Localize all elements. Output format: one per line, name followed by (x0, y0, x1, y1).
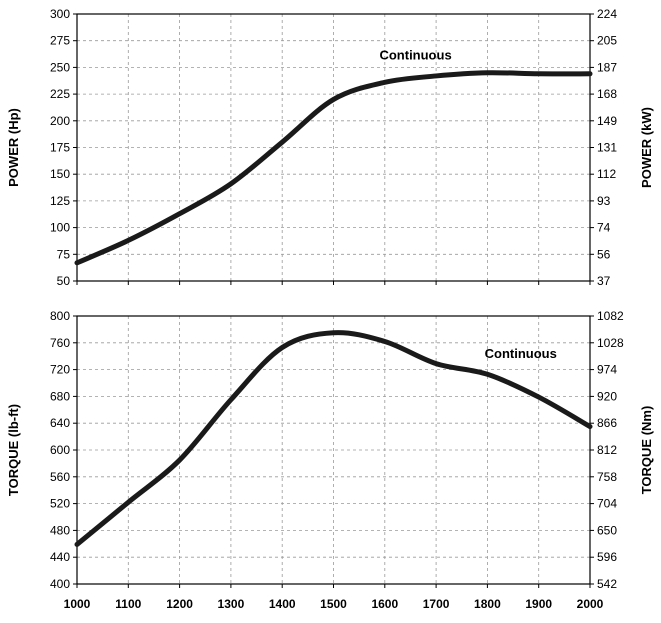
y2-tick-label: 93 (597, 194, 611, 208)
y-tick-label: 520 (50, 497, 70, 511)
y-tick-label: 600 (50, 443, 70, 457)
y2-tick-label: 974 (597, 363, 617, 377)
y-tick-label: 300 (50, 7, 70, 21)
rpm-axis: 1000 1100 1200 1300 1400 1500 1600 1700 1800 1900… (64, 281, 604, 611)
x-tick-label: 1900 (525, 597, 552, 611)
power-panel: 300 224 275 205 250 187 225 168 200 149 175 131 150 1… (6, 7, 654, 288)
y-tick-label: 200 (50, 114, 70, 128)
torque-panel: 800 1082 760 1028 720 974 680 920 640 866 600 812 56… (6, 309, 654, 591)
y-tick-label: 225 (50, 87, 70, 101)
y-tick-label: 440 (50, 550, 70, 564)
series-annotation: Continuous (485, 346, 557, 361)
y2-axis-label: TORQUE (Nm) (639, 406, 654, 495)
y2-tick-label: 542 (597, 577, 617, 591)
series-annotation: Continuous (379, 48, 451, 63)
y-tick-label: 480 (50, 523, 70, 537)
y-tick-label: 640 (50, 416, 70, 430)
y-tick-label: 175 (50, 141, 70, 155)
y2-tick-label: 74 (597, 221, 611, 235)
y2-tick-label: 758 (597, 470, 617, 484)
y2-tick-label: 168 (597, 87, 617, 101)
x-tick-label: 1100 (115, 597, 141, 611)
y2-tick-label: 112 (597, 167, 616, 181)
y2-tick-label: 812 (597, 443, 617, 457)
y2-tick-label: 650 (597, 523, 617, 537)
x-tick-label: 1300 (218, 597, 245, 611)
y-axis-label: POWER (Hp) (6, 108, 21, 187)
y-tick-label: 760 (50, 336, 70, 350)
y-tick-label: 275 (50, 34, 70, 48)
power-curve (74, 70, 593, 266)
y2-tick-label: 920 (597, 389, 617, 403)
x-tick-label: 1700 (423, 597, 450, 611)
x-tick-label: 1400 (269, 597, 296, 611)
y-tick-label: 75 (57, 247, 71, 261)
y2-tick-label: 596 (597, 550, 617, 564)
y-tick-label: 560 (50, 470, 70, 484)
y-tick-label: 125 (50, 194, 70, 208)
y-tick-label: 250 (50, 60, 70, 74)
y2-tick-label: 131 (597, 141, 617, 155)
torque-curve (74, 330, 593, 547)
x-tick-label: 2000 (577, 597, 604, 611)
y2-tick-label: 56 (597, 247, 611, 261)
y2-tick-label: 1082 (597, 309, 624, 323)
y-tick-label: 400 (50, 577, 70, 591)
y-tick-label: 720 (50, 363, 70, 377)
y2-tick-label: 205 (597, 34, 617, 48)
x-tick-label: 1000 (64, 597, 91, 611)
x-tick-label: 1200 (166, 597, 193, 611)
y-tick-label: 800 (50, 309, 70, 323)
y2-tick-label: 704 (597, 497, 617, 511)
y2-tick-label: 149 (597, 114, 617, 128)
y2-tick-label: 224 (597, 7, 617, 21)
y2-tick-label: 187 (597, 60, 617, 74)
y2-tick-label: 866 (597, 416, 617, 430)
y-tick-label: 50 (57, 274, 71, 288)
x-tick-label: 1500 (320, 597, 347, 611)
y-tick-label: 150 (50, 167, 70, 181)
x-tick-label: 1800 (474, 597, 501, 611)
y2-tick-label: 1028 (597, 336, 624, 350)
y2-tick-label: 37 (597, 274, 611, 288)
y-tick-label: 100 (50, 221, 70, 235)
y2-axis-label: POWER (kW) (639, 107, 654, 188)
y-tick-label: 680 (50, 389, 70, 403)
x-tick-label: 1600 (371, 597, 398, 611)
y-axis-label: TORQUE (lb-ft) (6, 404, 21, 496)
